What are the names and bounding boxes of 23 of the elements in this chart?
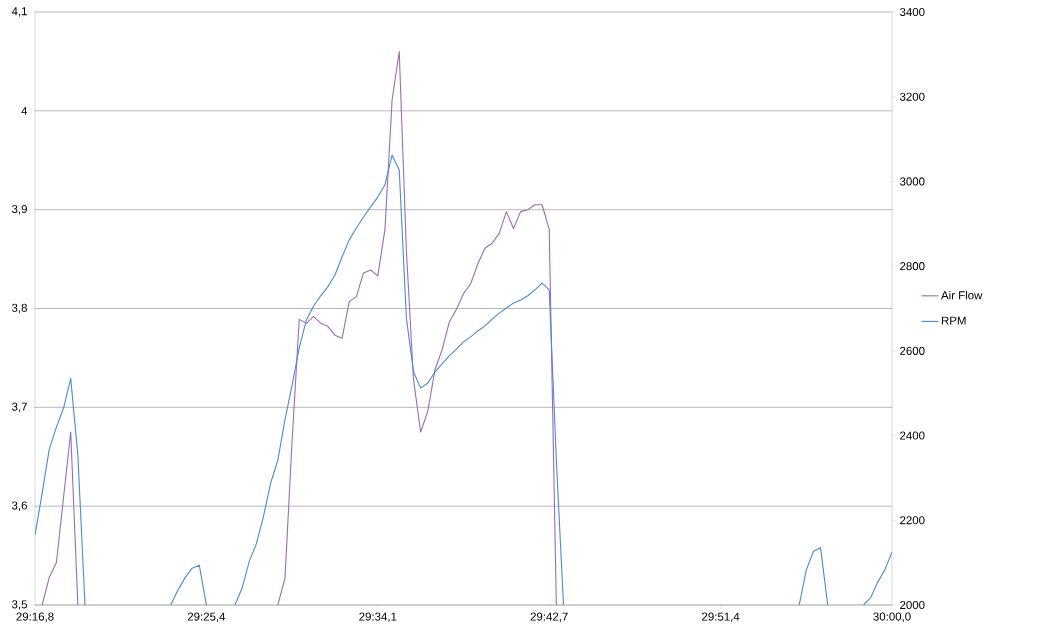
y-tick-label: 4	[21, 106, 28, 115]
x-tick-label: 29:34,1	[359, 612, 397, 622]
y2-tick-label: 2800	[900, 262, 925, 271]
x-tick-label: 29:16,8	[16, 612, 54, 622]
x-tick-label: 29:25,4	[187, 612, 226, 622]
y-tick-label: 3,9	[11, 204, 27, 215]
legend-label: Air Flow	[941, 290, 983, 300]
y2-tick-label: 3000	[899, 177, 925, 186]
legend-label: RPM	[941, 316, 966, 325]
y-tick-label: 3,6	[11, 501, 27, 511]
y2-tick-label: 2600	[900, 346, 925, 355]
y2-tick-label: 3400	[899, 7, 925, 17]
y2-tick-label: 2000	[900, 600, 925, 610]
y-tick-label: 3,7	[11, 402, 27, 413]
y-tick-label: 3,5	[11, 600, 27, 610]
x-tick-label: 29:51,4	[702, 612, 740, 622]
y-tick-label: 4,1	[11, 7, 27, 17]
y2-tick-label: 2400	[900, 431, 925, 440]
y-tick-label: 3,8	[11, 303, 27, 314]
y2-tick-label: 3200	[899, 92, 925, 101]
x-tick-label: 30:00,0	[873, 612, 911, 622]
x-tick-label: 29:42,7	[530, 612, 568, 622]
y2-tick-label: 2200	[900, 516, 925, 525]
